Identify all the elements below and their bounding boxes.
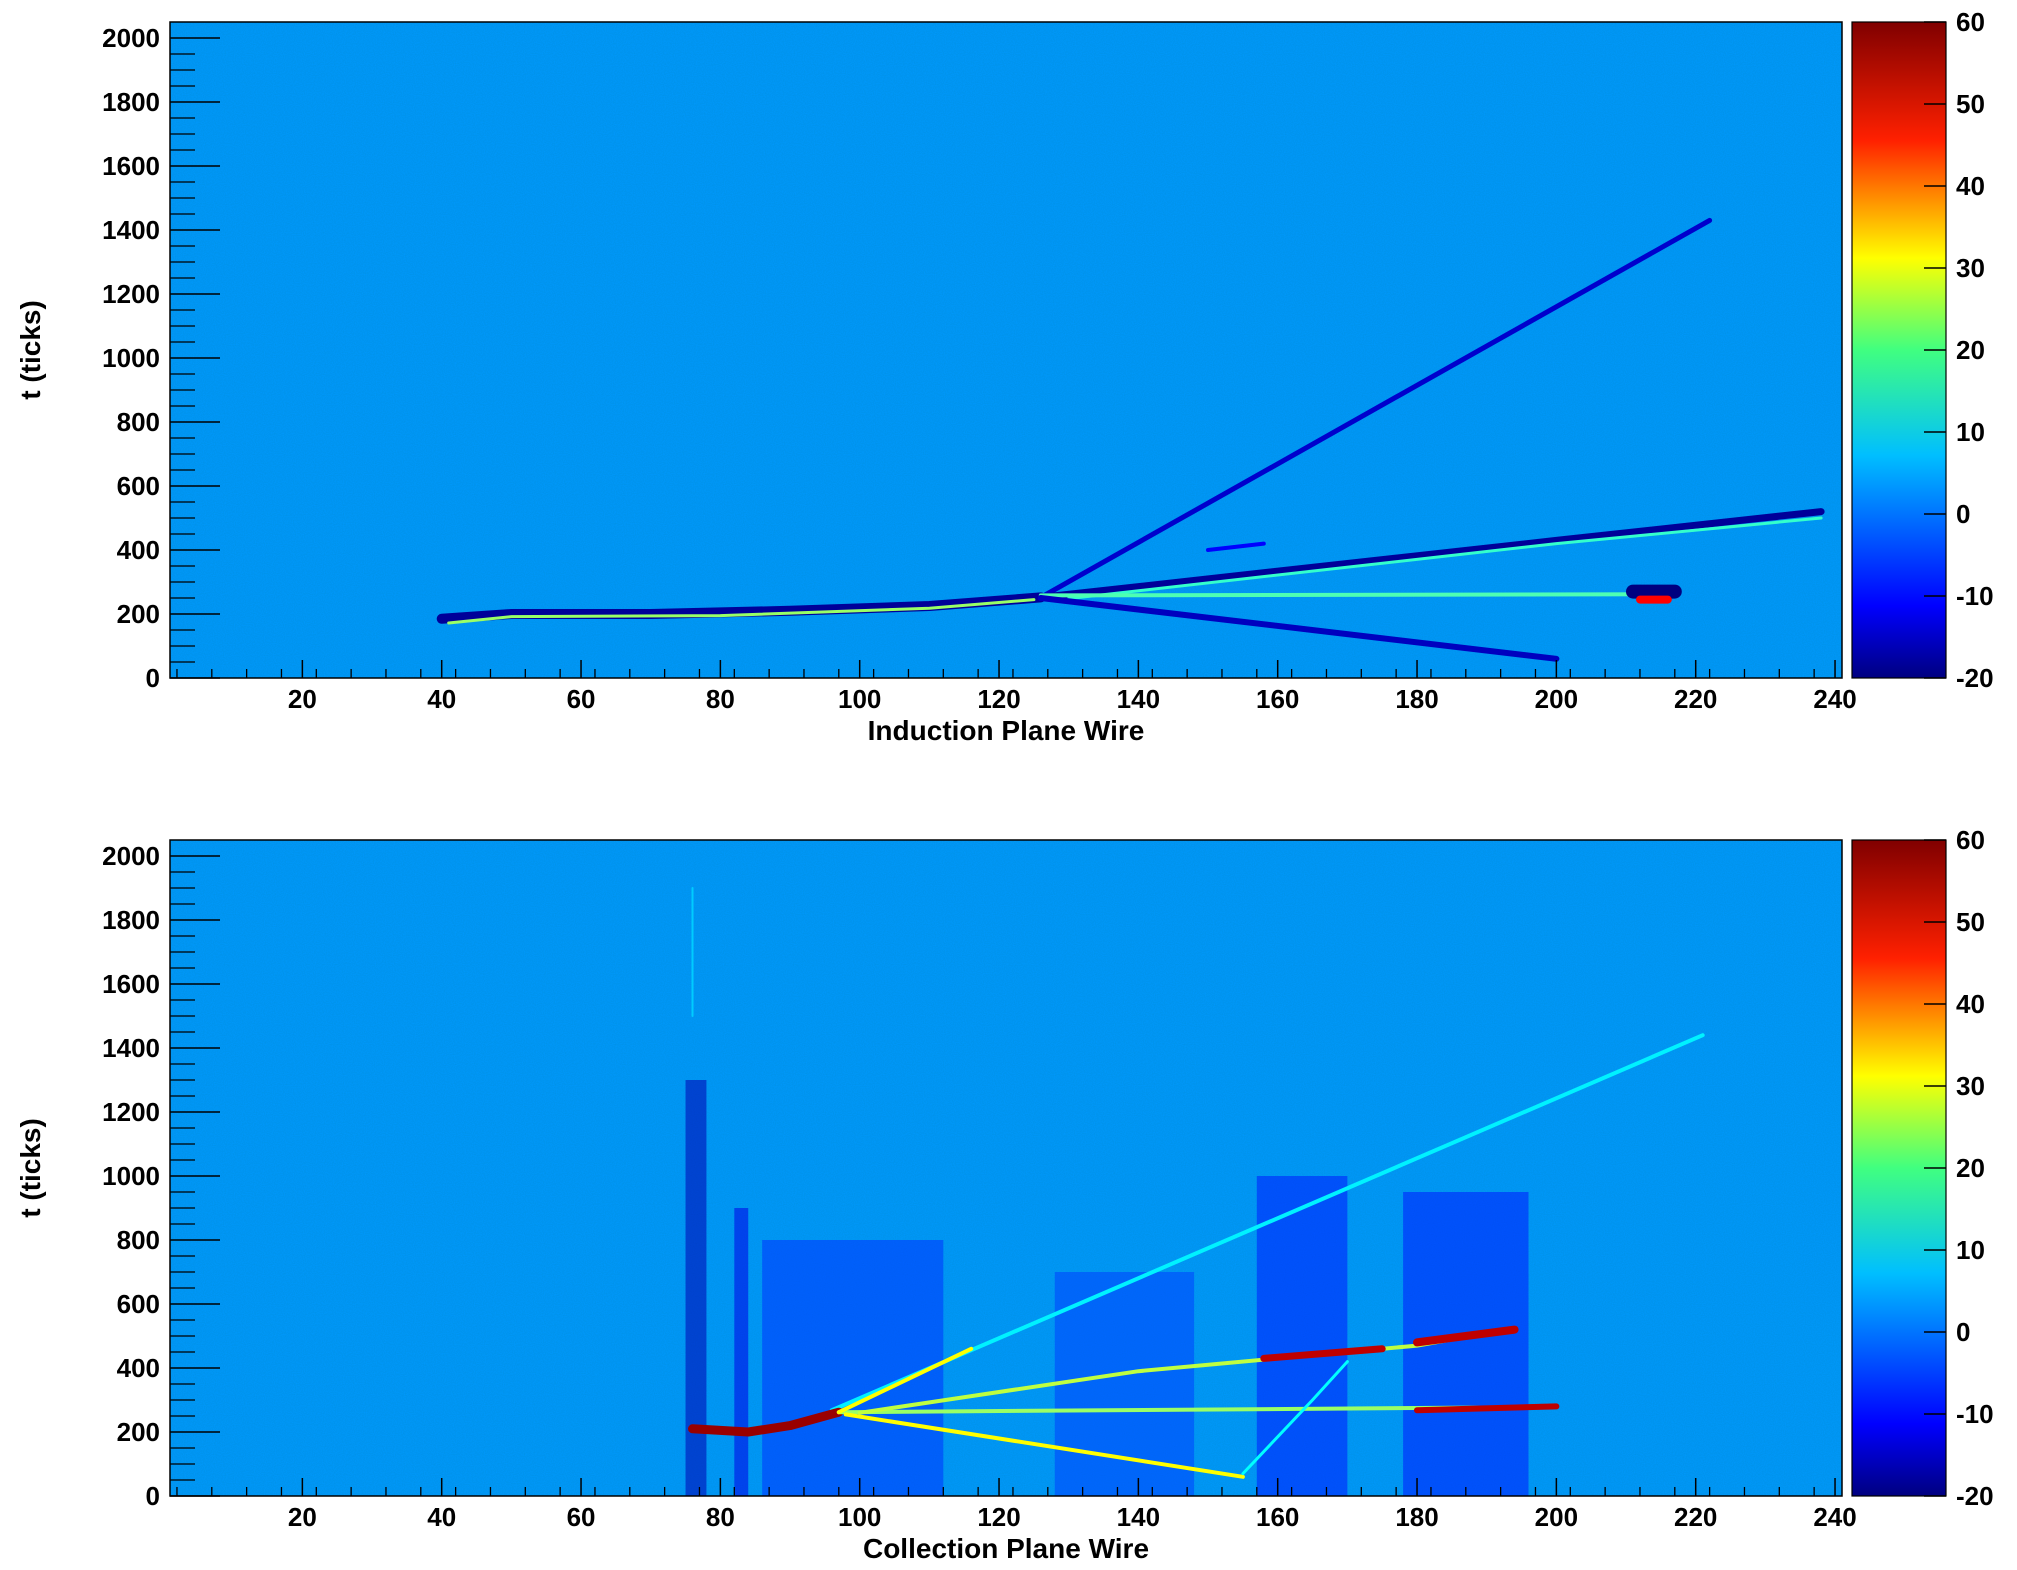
y-axis-title: t (ticks) <box>15 300 46 400</box>
x-tick-label: 60 <box>567 1502 596 1532</box>
x-axis-title: Collection Plane Wire <box>863 1533 1149 1564</box>
colorbar-tick-label: -20 <box>1956 663 1994 693</box>
track-segment <box>436 592 1046 624</box>
colorbar-tick-label: 0 <box>1956 499 1970 529</box>
plot-area <box>685 887 1705 1496</box>
x-tick-label: 80 <box>706 684 735 714</box>
x-tick-label: 220 <box>1674 684 1717 714</box>
x-tick-label: 140 <box>1117 1502 1160 1532</box>
y-tick-label: 1600 <box>102 151 160 181</box>
track-segment <box>1037 508 1825 601</box>
y-tick-label: 1800 <box>102 87 160 117</box>
track-segment <box>688 1407 844 1437</box>
y-tick-label: 400 <box>117 1353 160 1383</box>
noise-texture <box>170 22 1842 678</box>
track-segment <box>1260 1345 1386 1362</box>
colorbar-tick-label: -20 <box>1956 1481 1994 1511</box>
track-segment <box>1414 1403 1560 1414</box>
x-tick-label: 200 <box>1535 684 1578 714</box>
x-tick-label: 40 <box>427 1502 456 1532</box>
x-tick-label: 20 <box>288 1502 317 1532</box>
x-tick-label: 100 <box>838 1502 881 1532</box>
x-tick-label: 180 <box>1395 1502 1438 1532</box>
track-segment <box>1037 595 1560 662</box>
colorbar-tick-label: 30 <box>1956 253 1985 283</box>
x-tick-label: 40 <box>427 684 456 714</box>
x-tick-label: 60 <box>567 684 596 714</box>
colorbar-tick-label: 20 <box>1956 1153 1985 1183</box>
colorbar-tick-label: 60 <box>1956 7 1985 37</box>
x-tick-label: 160 <box>1256 1502 1299 1532</box>
colorbar-tick-label: 50 <box>1956 907 1985 937</box>
noise-texture <box>170 840 1842 1496</box>
colorbar-tick-label: 40 <box>1956 171 1985 201</box>
colorbar-tick-label: 30 <box>1956 1071 1985 1101</box>
y-tick-label: 1400 <box>102 215 160 245</box>
y-tick-label: 0 <box>146 663 160 693</box>
x-tick-label: 120 <box>977 684 1020 714</box>
signal-shadow-column <box>762 1240 944 1496</box>
track-segment <box>1413 1325 1519 1347</box>
x-tick-label: 140 <box>1117 684 1160 714</box>
colorbar-tick-label: 60 <box>1956 825 1985 855</box>
y-tick-label: 1400 <box>102 1033 160 1063</box>
y-tick-label: 600 <box>117 1289 160 1319</box>
track-segment <box>1206 541 1266 552</box>
y-tick-label: 800 <box>117 1225 160 1255</box>
y-tick-label: 0 <box>146 1481 160 1511</box>
y-tick-label: 1200 <box>102 279 160 309</box>
colorbar-tick-label: 10 <box>1956 417 1985 447</box>
x-tick-label: 180 <box>1395 684 1438 714</box>
x-tick-label: 240 <box>1813 1502 1856 1532</box>
y-tick-label: 800 <box>117 407 160 437</box>
signal-shadow-column <box>734 1208 749 1496</box>
plot-area <box>436 217 1825 662</box>
track-segment <box>843 1412 1245 1479</box>
track-segment <box>1241 1360 1349 1476</box>
track-segment <box>1038 592 1670 598</box>
x-tick-label: 100 <box>838 684 881 714</box>
colorbar-tick-label: -10 <box>1956 581 1994 611</box>
track-segment <box>447 598 1036 625</box>
x-axis-title: Induction Plane Wire <box>868 715 1145 746</box>
y-tick-label: 1800 <box>102 905 160 935</box>
x-tick-label: 80 <box>706 1502 735 1532</box>
signal-shadow-column <box>1256 1176 1348 1496</box>
y-tick-label: 1000 <box>102 1161 160 1191</box>
track-segment <box>829 1033 1705 1413</box>
y-tick-label: 2000 <box>102 841 160 871</box>
plot-frame <box>169 21 1843 679</box>
induction-plane-panel: 20 40 60 80 100 120 140 160 180 200 220 24002004006… <box>15 7 1994 746</box>
y-tick-label: 1000 <box>102 343 160 373</box>
track-segment <box>1038 217 1713 600</box>
track-segment <box>836 1346 974 1415</box>
y-tick-label: 200 <box>117 599 160 629</box>
colorbar-tick-label: 10 <box>1956 1235 1985 1265</box>
x-tick-label: 160 <box>1256 684 1299 714</box>
x-tick-label: 120 <box>977 1502 1020 1532</box>
colorbar-tick-label: -10 <box>1956 1399 1994 1429</box>
y-tick-label: 400 <box>117 535 160 565</box>
y-axis-title: t (ticks) <box>15 1118 46 1218</box>
y-tick-label: 1200 <box>102 1097 160 1127</box>
x-tick-label: 220 <box>1674 1502 1717 1532</box>
colorbar-tick-label: 20 <box>1956 335 1985 365</box>
x-tick-label: 240 <box>1813 684 1856 714</box>
y-tick-label: 2000 <box>102 23 160 53</box>
track-segment <box>1067 516 1823 601</box>
y-tick-label: 200 <box>117 1417 160 1447</box>
plot-frame <box>169 839 1843 1497</box>
x-tick-label: 20 <box>288 684 317 714</box>
y-tick-label: 1600 <box>102 969 160 999</box>
colorbar-tick-label: 50 <box>1956 89 1985 119</box>
colorbar-tick-label: 40 <box>1956 989 1985 1019</box>
colorbar-tick-label: 0 <box>1956 1317 1970 1347</box>
x-tick-label: 200 <box>1535 1502 1578 1532</box>
collection-plane-panel: 20 40 60 80 100 120 140 160 180 200 220 24002004006… <box>15 825 1994 1564</box>
signal-shadow-column <box>685 1080 707 1496</box>
y-tick-label: 600 <box>117 471 160 501</box>
